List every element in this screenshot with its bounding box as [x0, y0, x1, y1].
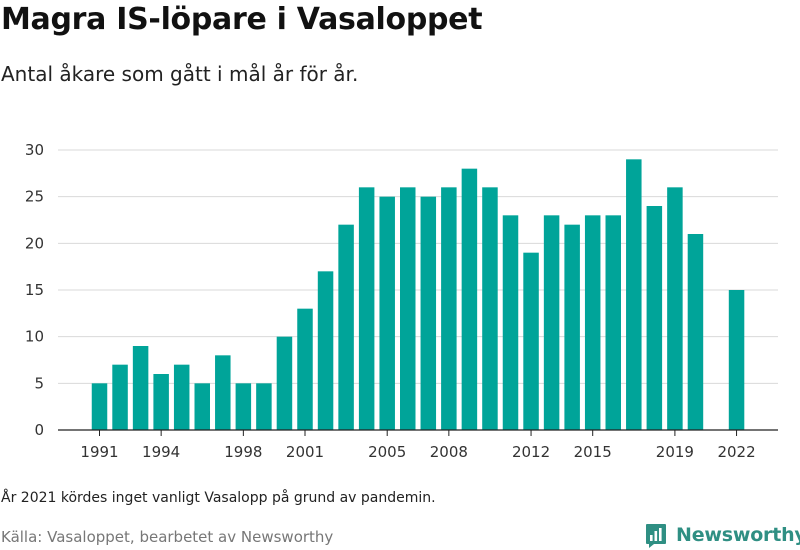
bar-2020: [687, 234, 704, 430]
y-axis-labels: 0 5 10 15 20 25 30: [25, 141, 44, 439]
bar-2012: [523, 252, 539, 430]
x-axis-ticks: 1991 1994 1998 2001 2005 2008 2012 2015 2019 2022: [80, 430, 756, 461]
bar-2009: [461, 168, 478, 431]
bar-1992: [112, 364, 128, 430]
x-tick-label: 2001: [286, 443, 324, 461]
bar-2022: [728, 290, 745, 430]
bar-2000: [276, 336, 293, 430]
bar-2013: [543, 215, 560, 430]
bar-2005: [379, 196, 395, 430]
x-tick-label: 2012: [512, 443, 550, 461]
footnote: År 2021 kördes inget vanligt Vasalopp på…: [1, 490, 436, 506]
y-tick-label: 5: [34, 374, 44, 392]
bar-2014: [564, 224, 580, 430]
bar-2017: [626, 159, 642, 430]
x-tick-label: 1991: [80, 443, 118, 461]
x-tick-label: 2019: [656, 443, 694, 461]
y-tick-label: 15: [25, 281, 44, 299]
bar-1995: [173, 364, 190, 430]
bar-1993: [132, 346, 149, 430]
chart-subtitle: Antal åkare som gått i mål år för år.: [1, 62, 359, 86]
chart-title: Magra IS-löpare i Vasaloppet: [1, 2, 483, 37]
brand-name: Newsworthy: [676, 524, 800, 546]
newsworthy-logo: Newsworthy: [645, 521, 800, 549]
bar-2018: [646, 206, 663, 430]
bar-2006: [400, 187, 416, 430]
x-tick-label: 2005: [368, 443, 406, 461]
bar-2010: [482, 187, 498, 430]
source-credit: Källa: Vasaloppet, bearbetet av Newswort…: [1, 528, 334, 546]
bar-chart-logo-icon: [646, 523, 666, 548]
bar-2001: [297, 308, 313, 430]
x-tick-label: 1994: [142, 443, 180, 461]
bar-2011: [502, 215, 519, 430]
bar-1999: [256, 383, 272, 430]
bar-1991: [91, 383, 108, 430]
x-tick-label: 2015: [574, 443, 612, 461]
bar-2015: [584, 215, 601, 430]
bar-1996: [194, 383, 210, 430]
x-tick-label: 2008: [430, 443, 468, 461]
bar-1997: [215, 355, 231, 430]
bar-1998: [235, 383, 252, 430]
y-tick-label: 10: [25, 328, 44, 346]
bar-2019: [667, 187, 683, 430]
y-tick-label: 20: [25, 234, 44, 252]
bar-2003: [338, 224, 354, 430]
x-tick-label: 2022: [717, 443, 755, 461]
x-tick-label: 1998: [224, 443, 262, 461]
y-tick-label: 30: [25, 141, 44, 159]
y-tick-label: 0: [34, 421, 44, 439]
bars: [91, 159, 745, 431]
bar-1994: [153, 374, 169, 430]
bar-2004: [358, 187, 375, 430]
bar-2002: [317, 271, 334, 430]
bar-chart: 0 5 10 15 20 25 30 1991 1994 1998 2001 2005 2008 201…: [25, 141, 778, 461]
y-tick-label: 25: [25, 188, 44, 206]
bar-2008: [441, 187, 457, 430]
bar-2007: [420, 196, 437, 430]
bar-2016: [605, 215, 621, 430]
